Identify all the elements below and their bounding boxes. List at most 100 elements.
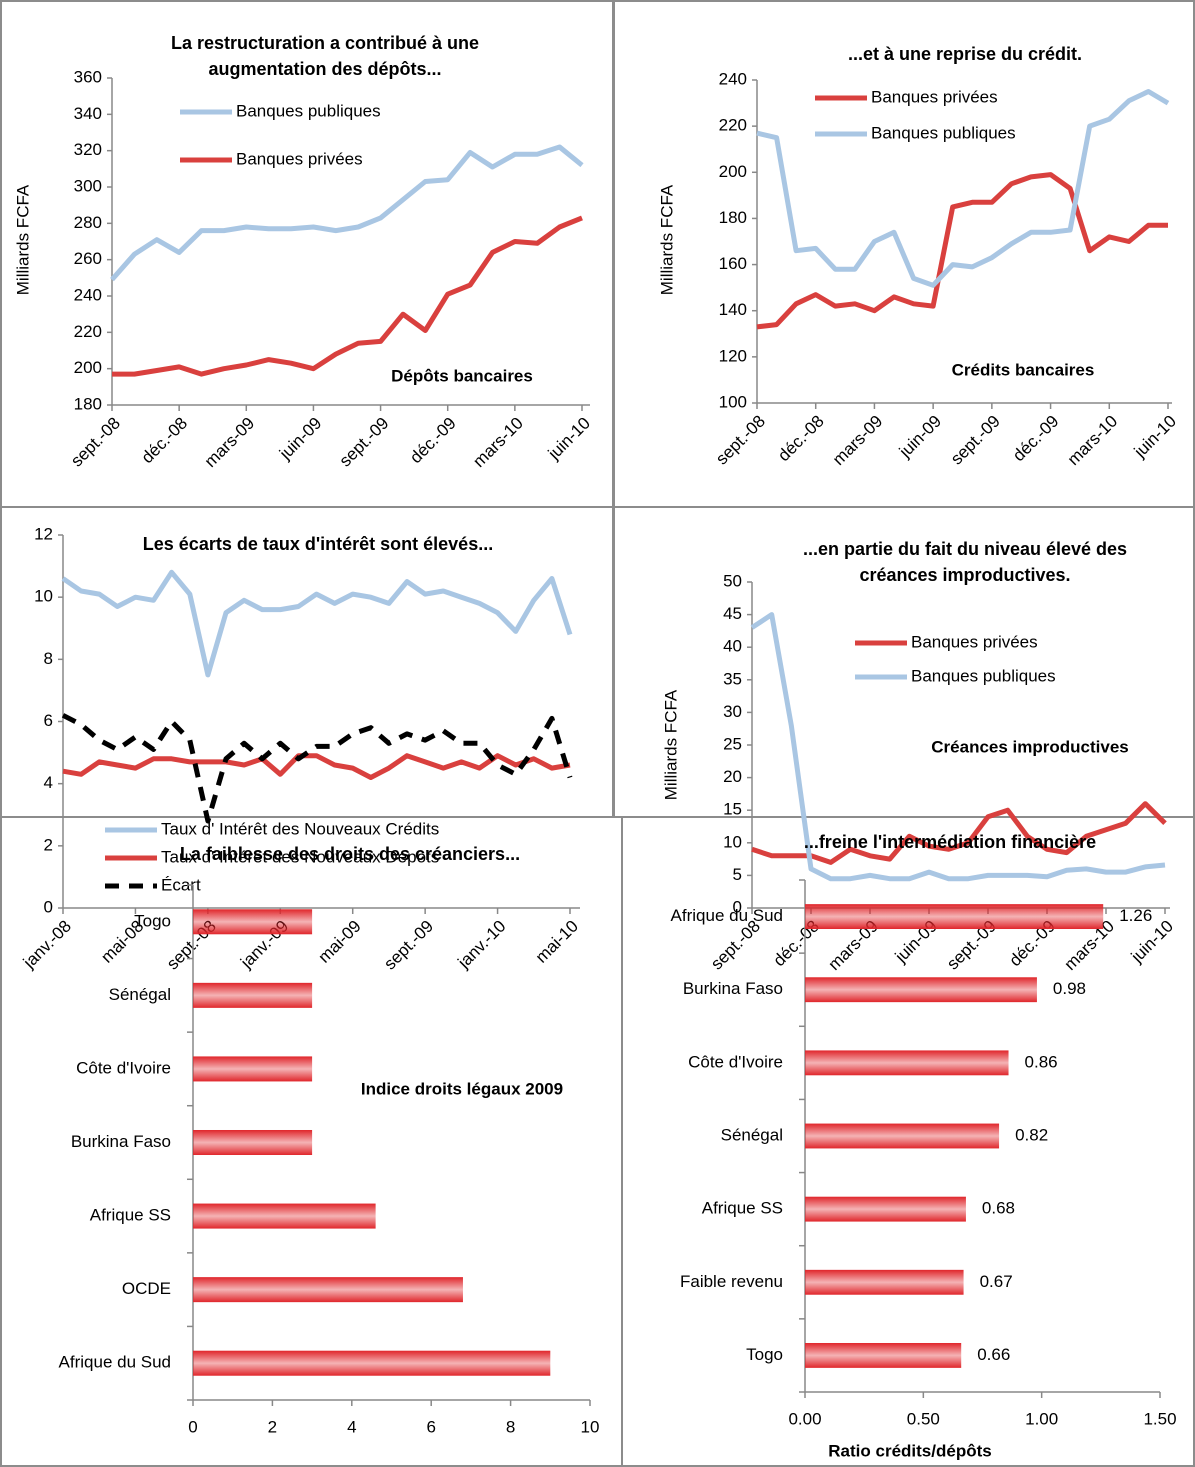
x-tick-label: juin-10 — [1130, 412, 1180, 462]
bar — [193, 909, 313, 935]
y-tick-label: 0 — [44, 897, 53, 916]
legend-label: Banques privées — [871, 87, 998, 106]
x-tick-label: déc.-08 — [774, 412, 828, 466]
y-tick-label: 200 — [74, 358, 102, 377]
legend-label: Banques privées — [236, 149, 363, 168]
bar — [193, 1129, 313, 1156]
chart-title: La restructuration a contribué à une — [171, 33, 479, 53]
series-line — [756, 89, 1170, 288]
annotation: Crédits bancaires — [952, 360, 1095, 379]
x-tick-label: juin-09 — [275, 414, 325, 464]
data-label: 0.86 — [1025, 1052, 1058, 1071]
y-tick-label: 4 — [44, 773, 53, 792]
x-tick-label: juin-10 — [544, 414, 594, 464]
y-tick-label: 30 — [723, 702, 742, 721]
y-tick-label: 5 — [733, 865, 742, 884]
chart-title: créances improductives. — [859, 565, 1070, 585]
bar — [193, 982, 313, 1008]
y-tick-label: 260 — [74, 249, 102, 268]
bar — [805, 1123, 1000, 1149]
panel-frame — [621, 816, 1195, 1467]
x-tick-label: 0 — [188, 1417, 197, 1436]
chart-title: ...en partie du fait du niveau élevé des — [803, 539, 1127, 559]
annotation: Dépôts bancaires — [391, 366, 533, 385]
x-tick-label: 1.50 — [1143, 1409, 1176, 1428]
bar — [805, 1342, 962, 1368]
y-tick-label: 220 — [74, 322, 102, 341]
category-label: Côte d'Ivoire — [76, 1058, 171, 1077]
bar — [805, 904, 1104, 930]
y-tick-label: 300 — [74, 176, 102, 195]
data-label: 0.66 — [977, 1345, 1010, 1364]
series-line — [61, 713, 573, 824]
y-tick-label: 200 — [719, 162, 747, 181]
bar — [193, 1277, 463, 1303]
chart-title: augmentation des dépôts... — [208, 59, 441, 79]
x-tick-label: 6 — [426, 1417, 435, 1436]
x-tick-label: déc.-09 — [406, 414, 460, 468]
category-label: Sénégal — [109, 985, 171, 1004]
category-label: Afrique du Sud — [671, 906, 783, 925]
x-tick-label: 0.00 — [788, 1409, 821, 1428]
bar — [805, 1269, 964, 1295]
x-tick-label: janv.-10 — [454, 917, 510, 973]
x-tick-label: sept.-09 — [380, 917, 437, 974]
y-tick-label: 220 — [719, 116, 747, 135]
y-axis-label: Milliards FCFA — [661, 689, 680, 800]
y-tick-label: 35 — [723, 669, 742, 688]
category-label: Burkina Faso — [71, 1132, 171, 1151]
bar — [805, 977, 1037, 1003]
y-tick-label: 320 — [74, 140, 102, 159]
data-label: 0.98 — [1053, 979, 1086, 998]
data-label: 0.82 — [1015, 1125, 1048, 1144]
y-tick-label: 240 — [719, 69, 747, 88]
y-tick-label: 180 — [719, 208, 747, 227]
x-tick-label: 10 — [581, 1417, 600, 1436]
series-line — [750, 612, 1166, 882]
chart-title: ...et à une reprise du crédit. — [848, 44, 1082, 64]
bar — [193, 1056, 313, 1082]
y-tick-label: 280 — [74, 213, 102, 232]
x-tick-label: janv.-08 — [19, 917, 75, 973]
category-label: Afrique du Sud — [59, 1353, 171, 1372]
category-label: Burkina Faso — [683, 979, 783, 998]
x-tick-label: 0.50 — [907, 1409, 940, 1428]
y-tick-label: 25 — [723, 734, 742, 753]
x-tick-label: 1.00 — [1025, 1409, 1058, 1428]
x-tick-label: mai-10 — [532, 917, 582, 967]
y-tick-label: 12 — [34, 524, 53, 543]
category-label: OCDE — [122, 1279, 171, 1298]
x-tick-label: sept.-08 — [707, 917, 764, 974]
series-line — [62, 753, 571, 780]
y-tick-label: 6 — [44, 711, 53, 730]
category-label: Côte d'Ivoire — [688, 1052, 783, 1071]
y-tick-label: 8 — [44, 649, 53, 668]
series-line — [756, 172, 1168, 330]
y-tick-label: 2 — [44, 835, 53, 854]
category-label: Faible revenu — [680, 1272, 783, 1291]
chart-title: ...freine l'intermédiation financière — [804, 832, 1096, 852]
y-tick-label: 10 — [723, 832, 742, 851]
x-axis-label: Ratio crédits/dépôts — [828, 1441, 991, 1460]
category-label: Togo — [746, 1345, 783, 1364]
bar — [805, 1050, 1009, 1076]
bar — [193, 1203, 376, 1229]
category-label: Afrique SS — [702, 1199, 783, 1218]
y-axis-label: Milliards FCFA — [13, 184, 32, 295]
x-tick-label: sept.-08 — [712, 412, 769, 469]
y-tick-label: 160 — [719, 254, 747, 273]
category-label: Sénégal — [721, 1125, 783, 1144]
y-tick-label: 240 — [74, 285, 102, 304]
legend-label: Banques privées — [911, 632, 1038, 651]
y-tick-label: 20 — [723, 767, 742, 786]
x-tick-label: sept.-09 — [336, 414, 393, 471]
legend-label: Banques publiques — [236, 101, 381, 120]
y-tick-label: 140 — [719, 300, 747, 319]
x-tick-label: sept.-09 — [947, 412, 1004, 469]
legend-label: Écart — [161, 875, 201, 894]
x-tick-label: mai-09 — [315, 917, 365, 967]
y-axis-label: Milliards FCFA — [657, 184, 676, 295]
chart-title: Les écarts de taux d'intérêt sont élevés… — [143, 534, 493, 554]
y-tick-label: 120 — [719, 346, 747, 365]
